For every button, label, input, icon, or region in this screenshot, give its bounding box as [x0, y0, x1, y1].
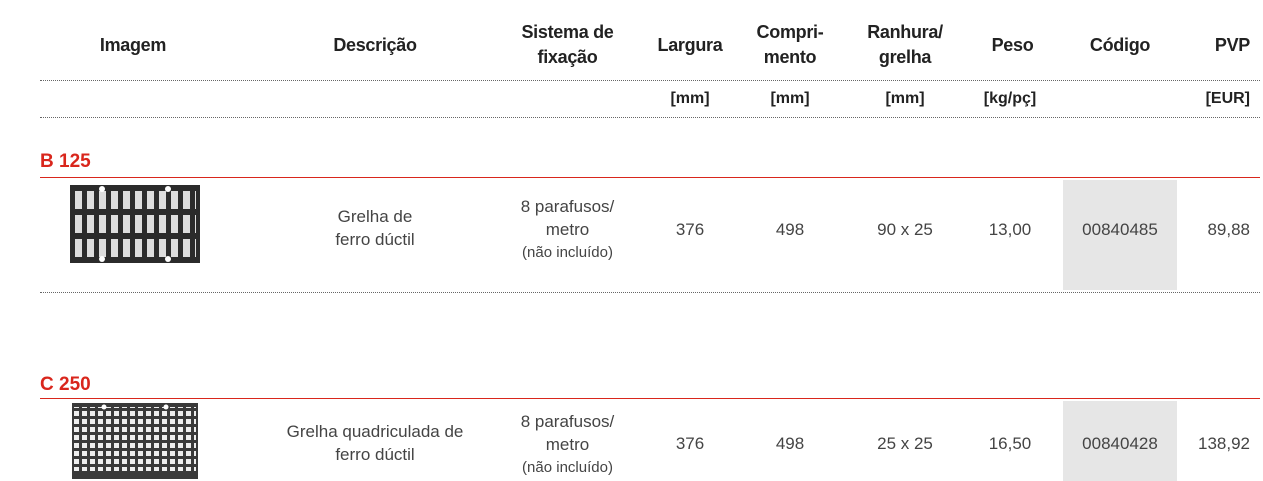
text: 8 parafusos/ [520, 412, 615, 431]
section-label: B 125 [40, 151, 91, 172]
header-text: PVP [1214, 35, 1250, 55]
divider [40, 80, 1260, 81]
length: 498 [775, 220, 805, 239]
header-cell: Largura [645, 33, 735, 58]
header-text: grelha [878, 47, 932, 67]
fixing: 8 parafusos/metro (não incluído) [495, 410, 640, 479]
code-bg [1063, 180, 1177, 290]
header-cell: Ranhura/grelha [855, 20, 955, 70]
product-image [72, 403, 198, 479]
width: 376 [675, 434, 705, 453]
slot: 90 x 25 [877, 220, 933, 239]
description: Grelha quadriculada de ferro dúctil [260, 420, 490, 466]
text: metro [545, 220, 590, 239]
width: 376 [675, 220, 705, 239]
header-text: Imagem [99, 35, 167, 55]
text: (não incluído) [522, 244, 613, 261]
header-text: fixação [537, 47, 598, 67]
header-text: Sistema de [521, 22, 614, 42]
description: Grelha de ferro dúctil [270, 205, 480, 251]
header-cell: Código [1063, 33, 1177, 58]
header-cell: Imagem [60, 33, 206, 58]
section-rule [40, 177, 1260, 178]
header-cell: Compri-mento [740, 20, 840, 70]
price: 89,88 [1207, 220, 1250, 239]
fixing: 8 parafusos/metro (não incluído) [495, 195, 640, 264]
header-cell: Sistema de fixação [495, 20, 640, 70]
header-cell: Descrição [290, 33, 460, 58]
unit: [kg/pç] [983, 90, 1037, 107]
text: 8 parafusos/ [520, 197, 615, 216]
section-label: C 250 [40, 374, 91, 395]
text: ferro dúctil [335, 230, 415, 249]
product-image [70, 185, 200, 263]
text: ferro dúctil [335, 445, 415, 464]
header-text: Ranhura/ [867, 22, 943, 42]
slot: 25 x 25 [877, 434, 933, 453]
header-text: Descrição [333, 35, 417, 55]
weight: 13,00 [988, 220, 1032, 239]
unit: [mm] [670, 90, 710, 107]
weight: 16,50 [988, 434, 1032, 453]
header-text: Código [1089, 35, 1151, 55]
text: (não incluído) [522, 459, 613, 476]
divider [40, 292, 1260, 293]
code: 00840485 [1082, 220, 1158, 239]
text: metro [545, 435, 590, 454]
code-bg [1063, 401, 1177, 481]
price: 138,92 [1198, 434, 1250, 453]
code: 00840428 [1082, 434, 1158, 453]
header-text: Peso [991, 35, 1034, 55]
unit: [mm] [885, 90, 925, 107]
divider [40, 117, 1260, 118]
header-cell: PVP [1180, 33, 1250, 58]
header-text: Largura [657, 35, 723, 55]
header-cell: Peso [975, 33, 1050, 58]
unit: [mm] [770, 90, 810, 107]
section-rule [40, 398, 1260, 399]
header-text: mento [763, 47, 817, 67]
header-text: Compri- [756, 22, 824, 42]
text: Grelha quadriculada de [286, 422, 464, 441]
length: 498 [775, 434, 805, 453]
text: Grelha de [337, 207, 413, 226]
unit: [EUR] [1205, 90, 1250, 107]
